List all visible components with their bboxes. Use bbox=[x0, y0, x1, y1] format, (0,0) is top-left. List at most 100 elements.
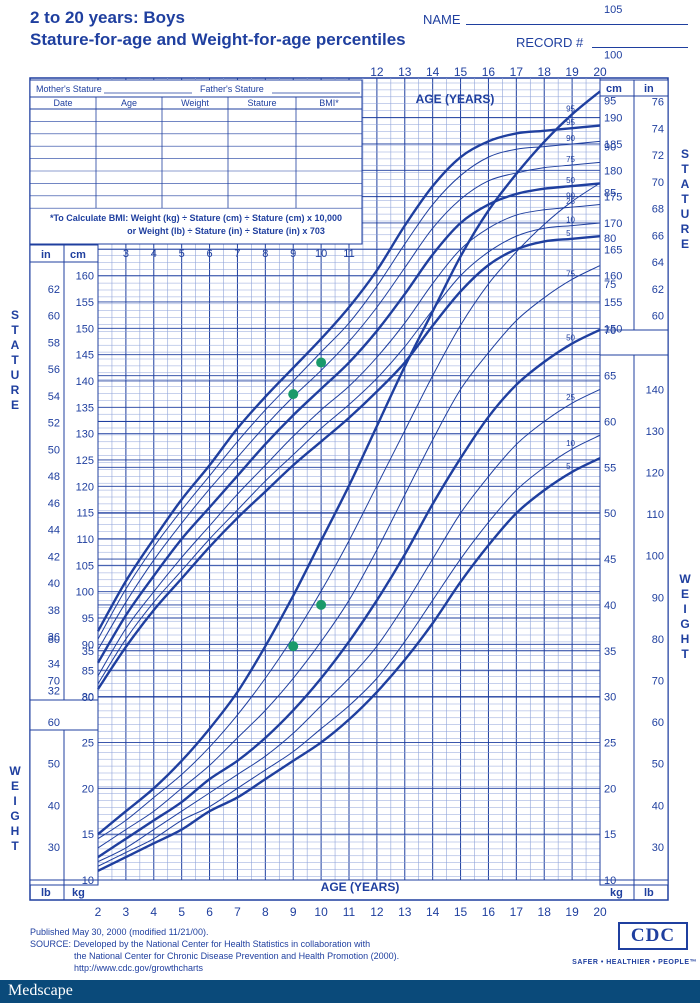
x-tick-top: 14 bbox=[426, 65, 440, 79]
left-lb-label: lb bbox=[41, 887, 51, 899]
kg-tick-right: 20 bbox=[604, 783, 616, 795]
lb-tick-right: 50 bbox=[652, 759, 664, 771]
kg-tick-right: 25 bbox=[604, 737, 616, 749]
kg-tick-right: 15 bbox=[604, 829, 616, 841]
in-tick-right: 60 bbox=[652, 311, 664, 323]
cm-tick-right: 170 bbox=[604, 218, 622, 230]
x-tick-top: 13 bbox=[398, 65, 412, 79]
kg-tick-right: 90 bbox=[604, 141, 616, 153]
medscape-brand[interactable]: Medscape bbox=[8, 982, 73, 999]
stature-curve-p75-label: 75 bbox=[566, 155, 575, 164]
x-tick-bottom: 17 bbox=[510, 905, 524, 919]
cm-tick-left: 135 bbox=[76, 402, 94, 414]
right-axis-gap bbox=[599, 329, 669, 356]
x-tick-bottom: 9 bbox=[290, 905, 297, 919]
record-line[interactable] bbox=[592, 47, 688, 48]
weight-curve-p90 bbox=[97, 182, 601, 840]
cm-tick-left: 120 bbox=[76, 481, 94, 493]
cm-tick-left: 155 bbox=[76, 297, 94, 309]
lb-tick-left: 70 bbox=[48, 676, 60, 688]
stature-curve-p90-label: 90 bbox=[566, 134, 575, 143]
left-axis-gap bbox=[29, 699, 99, 731]
in-tick-left: 42 bbox=[48, 551, 60, 563]
weight-point bbox=[288, 641, 299, 652]
in-tick-left: 36 bbox=[48, 632, 60, 644]
x-tick-bottom: 16 bbox=[482, 905, 496, 919]
cm-tick-left: 95 bbox=[82, 613, 94, 625]
entry-col-date: Date bbox=[53, 98, 72, 108]
x-tick-bottom: 15 bbox=[454, 905, 468, 919]
lb-tick-right: 120 bbox=[646, 468, 664, 480]
cm-tick-right: 160 bbox=[604, 271, 622, 283]
cm-tick-left: 100 bbox=[76, 587, 94, 599]
kg-tick-left: 10 bbox=[82, 875, 94, 887]
x-tick-inner: 11 bbox=[343, 248, 354, 260]
weight-curve-p25 bbox=[97, 388, 601, 863]
cm-tick-left: 115 bbox=[76, 508, 94, 520]
weight-point bbox=[316, 599, 327, 610]
weight-curve-p25-label: 25 bbox=[566, 393, 575, 402]
kg-tick-right: 75 bbox=[604, 279, 616, 291]
weight-curve-p95-label: 95 bbox=[566, 104, 575, 113]
stature-point bbox=[288, 389, 299, 400]
kg-tick-right: 95 bbox=[604, 96, 616, 108]
stature-curve-p95 bbox=[96, 124, 601, 632]
weight-curve-p95 bbox=[97, 90, 601, 836]
footer-bar: Medscape bbox=[0, 980, 700, 1003]
entry-col-bmi: BMI* bbox=[319, 98, 339, 108]
in-tick-right: 62 bbox=[652, 284, 664, 296]
left-cm-label: cm bbox=[70, 249, 86, 261]
lb-tick-right: 40 bbox=[652, 800, 664, 812]
right-in-label: in bbox=[644, 83, 654, 95]
kg-tick-right: 55 bbox=[604, 462, 616, 474]
age-axis-label-top: AGE (YEARS) bbox=[416, 92, 495, 106]
cdc-tagline: SAFER • HEALTHIER • PEOPLE™ bbox=[572, 959, 697, 966]
right-cm-label: cm bbox=[606, 83, 622, 95]
in-tick-left: 58 bbox=[48, 337, 60, 349]
in-tick-right: 66 bbox=[652, 230, 664, 242]
cm-tick-left: 145 bbox=[76, 350, 94, 362]
footer-source: SOURCE: Developed by the National Center… bbox=[30, 939, 371, 949]
stature-curve-p25-label: 25 bbox=[566, 197, 575, 206]
kg-tick-right: 65 bbox=[604, 371, 616, 383]
chart-title-line1: 2 to 20 years: Boys bbox=[30, 8, 185, 27]
cdc-logo-mark: CDC bbox=[618, 922, 688, 950]
kg-tick-right: 70 bbox=[604, 325, 616, 337]
x-tick-bottom: 19 bbox=[565, 905, 579, 919]
kg-tick-right: 45 bbox=[604, 554, 616, 566]
x-tick-inner: 10 bbox=[315, 248, 327, 260]
name-line[interactable] bbox=[466, 24, 688, 25]
x-tick-top: 18 bbox=[538, 65, 552, 79]
cm-tick-right: 190 bbox=[604, 113, 622, 125]
bmi-note-line2: or Weight (lb) ÷ Stature (in) ÷ Stature … bbox=[127, 226, 325, 236]
weight-curve-p10-label: 10 bbox=[566, 439, 575, 448]
lb-tick-left: 80 bbox=[48, 634, 60, 646]
stature-curve-p5 bbox=[96, 234, 601, 690]
x-tick-top: 19 bbox=[565, 65, 579, 79]
lb-tick-right: 100 bbox=[646, 551, 664, 563]
x-tick-bottom: 20 bbox=[593, 905, 607, 919]
cm-tick-left: 85 bbox=[82, 666, 94, 678]
weight-curve-p75 bbox=[97, 265, 601, 849]
in-tick-left: 50 bbox=[48, 444, 60, 456]
x-tick-bottom: 7 bbox=[234, 905, 241, 919]
cm-tick-left: 130 bbox=[76, 429, 94, 441]
kg-tick-left: 20 bbox=[82, 783, 94, 795]
in-tick-left: 62 bbox=[48, 284, 60, 296]
in-tick-left: 38 bbox=[48, 605, 60, 617]
weight-curve-p50 bbox=[97, 328, 601, 859]
weight-curve-p50-label: 50 bbox=[566, 334, 575, 343]
footer-url[interactable]: http://www.cdc.gov/growthcharts bbox=[74, 963, 204, 973]
x-tick-bottom: 18 bbox=[538, 905, 552, 919]
kg-tick-right: 10 bbox=[604, 875, 616, 887]
x-tick-inner: 6 bbox=[206, 248, 212, 260]
x-tick-inner: 5 bbox=[179, 248, 185, 260]
kg-tick-right: 30 bbox=[604, 692, 616, 704]
cm-tick-right: 155 bbox=[604, 297, 622, 309]
kg-tick-right: 105 bbox=[604, 4, 622, 16]
cm-tick-left: 105 bbox=[76, 560, 94, 572]
x-tick-inner: 9 bbox=[290, 248, 296, 260]
x-tick-bottom: 2 bbox=[95, 905, 102, 919]
in-tick-left: 48 bbox=[48, 471, 60, 483]
